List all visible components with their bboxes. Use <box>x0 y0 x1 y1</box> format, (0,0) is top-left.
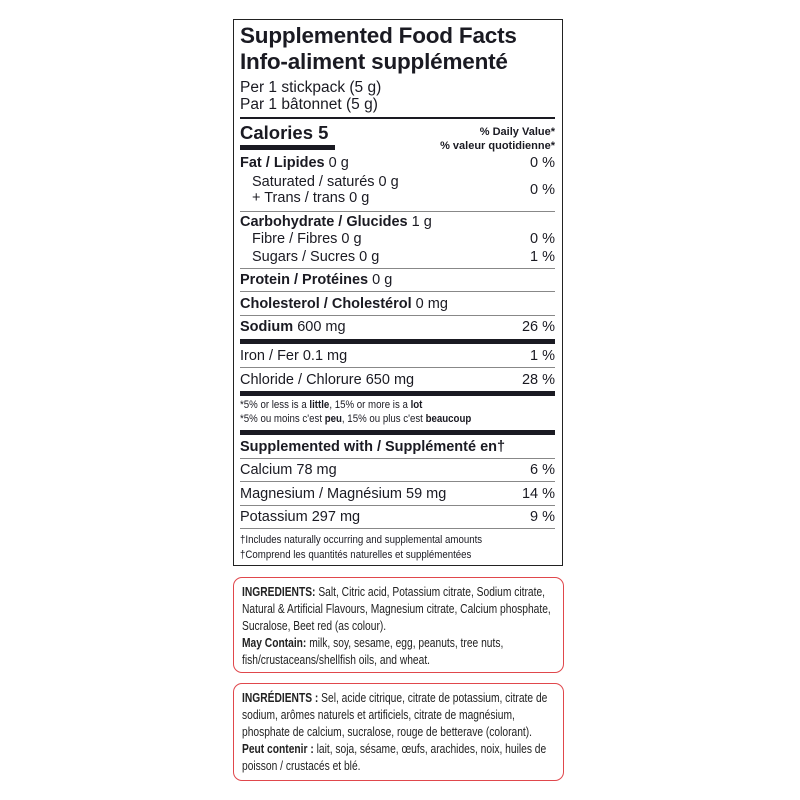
saturated-trans-dv: 0 % <box>530 182 555 198</box>
fat-row: Fat / Lipides 0 g <box>240 156 349 171</box>
fibre-row: Fibre / Fibres 0 g <box>252 231 362 247</box>
magnesium-row: Magnesium / Magnésium 59 mg <box>240 486 447 502</box>
footnote-bold: peu <box>324 413 342 425</box>
calcium-dv: 6 % <box>530 462 555 478</box>
iron-row: Iron / Fer 0.1 mg <box>240 348 348 364</box>
ingredients-en-box: INGREDIENTS: Salt, Citric acid, Potassiu… <box>233 577 564 673</box>
footnote-text: *5% or less is a <box>240 399 310 411</box>
divider <box>240 117 555 119</box>
divider <box>240 367 555 368</box>
nutrition-facts-table: Supplemented Food Facts Info-aliment sup… <box>233 19 563 566</box>
divider <box>240 211 555 212</box>
divider <box>240 291 555 292</box>
chloride-dv: 28 % <box>521 372 555 388</box>
protein-row: Protein / Protéines 0 g <box>240 273 392 288</box>
serving-size-en: Per 1 stickpack (5 g) <box>240 79 382 96</box>
daily-value-footnote-en: *5% or less is a little, 15% or more is … <box>240 400 422 411</box>
nutrient-name: Cholesterol / Cholestérol <box>240 296 412 312</box>
fibre-dv: 0 % <box>530 231 555 247</box>
ingredients-label: INGRÉDIENTS : <box>242 691 319 705</box>
may-contain-text: lait, soja, sésame, œufs, arachides, noi… <box>242 742 547 773</box>
trans-row: + Trans / trans 0 g <box>252 190 370 206</box>
daily-value-footnote-fr: *5% ou moins c'est peu, 15% ou plus c'es… <box>240 414 471 425</box>
nutrient-amount: 1 g <box>411 214 432 230</box>
footnote-text: *5% ou moins c'est <box>240 413 325 425</box>
footnote-bold: little <box>309 399 330 411</box>
daily-value-en: % Daily Value* <box>479 126 555 138</box>
cholesterol-row: Cholesterol / Cholestérol 0 mg <box>240 297 448 312</box>
potassium-dv: 9 % <box>530 509 555 525</box>
may-contain-text: milk, soy, sesame, egg, peanuts, tree nu… <box>242 636 504 667</box>
daily-value-fr: % valeur quotidienne* <box>440 140 555 152</box>
nutrient-amount: 0 g <box>372 272 393 288</box>
sodium-row: Sodium 600 mg <box>240 320 346 335</box>
ingredients-text: Sel, acide citrique, citrate de potassiu… <box>242 691 548 739</box>
ingredients-text: Salt, Citric acid, Potassium citrate, So… <box>242 585 551 633</box>
footnote-text: , 15% or more is a <box>329 399 411 411</box>
divider <box>240 458 555 459</box>
nutrient-amount: 0 g <box>328 155 349 171</box>
serving-size-fr: Par 1 bâtonnet (5 g) <box>240 96 378 113</box>
title-en: Supplemented Food Facts <box>240 23 517 48</box>
may-contain-label: Peut contenir : <box>242 742 314 756</box>
footnote-bold: lot <box>410 399 423 411</box>
title-fr: Info-aliment supplémenté <box>240 49 508 74</box>
thick-divider <box>240 339 555 344</box>
sugars-row: Sugars / Sucres 0 g <box>252 249 380 265</box>
divider <box>240 528 555 529</box>
ingredients-label: INGREDIENTS: <box>242 585 316 599</box>
supplement-footnote-en: †Includes naturally occurring and supple… <box>240 534 483 546</box>
saturated-row: Saturated / saturés 0 g <box>252 174 399 190</box>
carbohydrate-row: Carbohydrate / Glucides 1 g <box>240 215 432 230</box>
nutrient-amount: 0 mg <box>415 296 448 312</box>
nutrient-name: Sodium <box>240 319 294 335</box>
divider <box>240 268 555 269</box>
thick-divider <box>240 391 555 396</box>
footnote-bold: beaucoup <box>425 413 472 425</box>
supplement-footnote-fr: †Comprend les quantités naturelles et su… <box>240 549 472 561</box>
footnote-text: , 15% ou plus c'est <box>341 413 426 425</box>
potassium-row: Potassium 297 mg <box>240 509 361 525</box>
calcium-row: Calcium 78 mg <box>240 462 337 478</box>
nutrient-amount: 600 mg <box>297 319 346 335</box>
nutrient-name: Protein / Protéines <box>240 272 369 288</box>
nutrient-name: Carbohydrate / Glucides <box>240 214 408 230</box>
sodium-dv: 26 % <box>521 319 555 335</box>
calories: Calories 5 <box>240 122 329 143</box>
magnesium-dv: 14 % <box>521 486 555 502</box>
divider <box>240 481 555 482</box>
supplemented-header: Supplemented with / Supplémenté en† <box>240 439 506 455</box>
divider <box>240 505 555 506</box>
chloride-row: Chloride / Chlorure 650 mg <box>240 372 415 388</box>
sugars-dv: 1 % <box>530 249 555 265</box>
nutrient-name: Fat / Lipides <box>240 155 325 171</box>
divider <box>240 315 555 316</box>
fat-dv: 0 % <box>530 155 555 171</box>
ingredients-fr-box: INGRÉDIENTS : Sel, acide citrique, citra… <box>233 683 564 781</box>
may-contain-label: May Contain: <box>242 636 307 650</box>
thick-divider <box>240 430 555 435</box>
iron-dv: 1 % <box>530 348 555 364</box>
calories-underline <box>240 145 335 150</box>
